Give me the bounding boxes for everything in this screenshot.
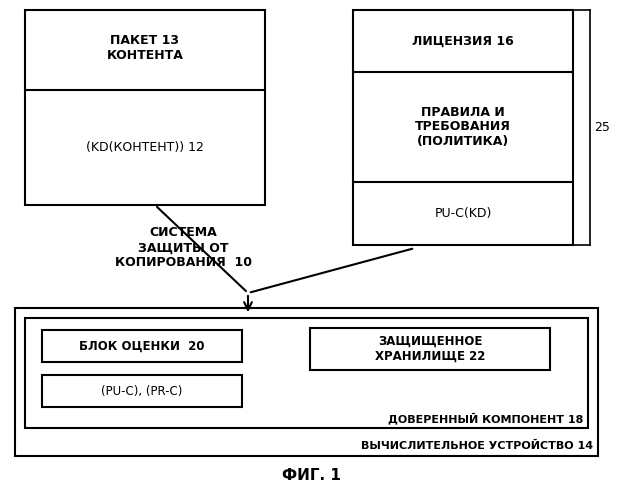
Text: PU-C(KD): PU-C(KD) [434,208,492,220]
Bar [310,328,550,370]
Text: СИСТЕМА
ЗАЩИТЫ ОТ
КОПИРОВАНИЯ  10: СИСТЕМА ЗАЩИТЫ ОТ КОПИРОВАНИЯ 10 [115,226,252,270]
Text: ПАКЕТ 13
КОНТЕНТА: ПАКЕТ 13 КОНТЕНТА [107,34,183,62]
Bar [42,330,242,362]
Text: (PU-C), (PR-C): (PU-C), (PR-C) [102,384,183,398]
Text: ДОВЕРЕННЫЙ КОМПОНЕНТ 18: ДОВЕРЕННЫЙ КОМПОНЕНТ 18 [388,412,583,424]
Bar [25,318,588,428]
Text: БЛОК ОЦЕНКИ  20: БЛОК ОЦЕНКИ 20 [79,340,205,352]
Text: ВЫЧИСЛИТЕЛЬНОЕ УСТРОЙСТВО 14: ВЫЧИСЛИТЕЛЬНОЕ УСТРОЙСТВО 14 [361,441,593,451]
Bar [353,10,573,245]
Bar [15,308,598,456]
Text: (KD(КОНТЕНТ)) 12: (KD(КОНТЕНТ)) 12 [86,140,204,153]
Text: ПРАВИЛА И
ТРЕБОВАНИЯ
(ПОЛИТИКА): ПРАВИЛА И ТРЕБОВАНИЯ (ПОЛИТИКА) [415,106,511,148]
Bar [25,10,265,205]
Text: ЛИЦЕНЗИЯ 16: ЛИЦЕНЗИЯ 16 [412,34,514,48]
Bar [42,375,242,407]
Text: ФИГ. 1: ФИГ. 1 [282,468,341,482]
Text: ЗАЩИЩЕННОЕ
ХРАНИЛИЩЕ 22: ЗАЩИЩЕННОЕ ХРАНИЛИЩЕ 22 [375,335,485,363]
Text: 25: 25 [594,121,610,134]
